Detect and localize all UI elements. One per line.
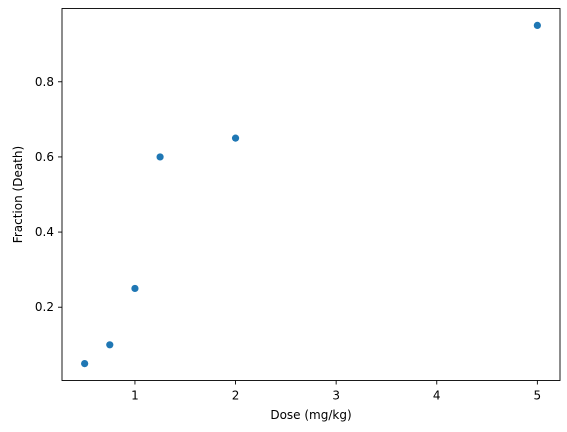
data-point [231, 134, 240, 142]
x-tick-label: 4 [433, 389, 441, 403]
x-tick-label: 5 [534, 389, 542, 403]
y-tick-label: 0.6 [35, 150, 54, 164]
y-tick-label: 0.4 [35, 225, 54, 239]
data-point [106, 341, 114, 349]
data-point [81, 359, 89, 368]
x-tick-label: 1 [131, 389, 139, 403]
x-tick-label: 3 [332, 389, 340, 403]
y-tick-label: 0.8 [35, 75, 54, 89]
x-axis-label: Dose (mg/kg) [270, 408, 351, 422]
data-point [533, 21, 541, 30]
y-axis-ticks: 0.2 0.4 0.6 0.8 [35, 75, 62, 314]
x-tick-label: 2 [232, 389, 240, 403]
plot-frame [61, 8, 561, 381]
y-axis-label: Fraction (Death) [11, 146, 25, 243]
plot-area [62, 8, 560, 381]
data-points [81, 21, 541, 368]
data-point [156, 153, 164, 161]
y-tick-label: 0.2 [35, 300, 54, 314]
data-point [131, 284, 139, 293]
x-axis-ticks: 1 2 3 4 5 [131, 380, 542, 403]
